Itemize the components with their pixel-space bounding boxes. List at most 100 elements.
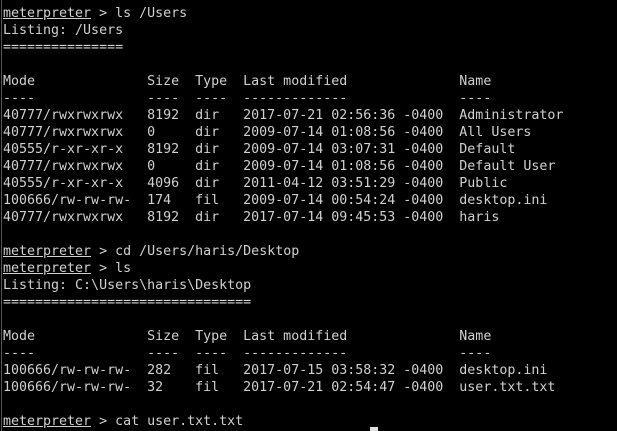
table-row: 40777/rwxrwxrwx 8192 dir 2017-07-21 02:56:3… [3,107,563,124]
prompt-separator: > [91,414,116,429]
table-header-cell: Mode [3,74,36,89]
table-dashes-cell: ------------- [243,91,348,106]
table-row-cell: 0 [147,159,156,174]
table-row-cell: 2009-07-14 01:08:56 -0400 [243,159,444,174]
table-header: Mode Size Type Last modified Name [3,73,563,90]
table-row-cell: 32 [147,380,164,395]
table-row-cell: 2009-07-14 03:07:31 -0400 [243,142,444,157]
listing-underline: =============== [3,39,563,56]
text-cursor [370,427,378,431]
table-header-cell: Mode [3,329,36,344]
table-row-cell: 100666/rw-rw-rw- [3,380,132,395]
table-row-cell: 40777/rwxrwxrwx [3,159,124,174]
table-dashes-cell: ---- [195,91,228,106]
table-row-cell: haris [459,210,500,225]
table-row-cell: 40555/r-xr-xr-x [3,142,124,157]
table-row-cell: dir [195,210,220,225]
prompt-line: meterpreter > cat user.txt.txt [3,413,563,430]
table-row-cell: Public [459,176,508,191]
command-text: ls [115,261,132,276]
table-row-cell: 100666/rw-rw-rw- [3,363,132,378]
window-border [1,0,2,431]
table-row-cell: 40777/rwxrwxrwx [3,125,124,140]
listing-underline: =============================== [3,294,563,311]
prompt-separator: > [91,261,116,276]
table-dashes-cell: ---- [147,91,180,106]
table-row-cell: desktop.ini [459,363,548,378]
table-dashes-cell: ---- [459,91,492,106]
table-row-cell: Administrator [459,108,564,123]
blank-line [3,396,563,413]
table-row: 40777/rwxrwxrwx 0 dir 2009-07-14 01:08:56 -… [3,158,563,175]
table-row-cell: dir [195,108,220,123]
table-row-cell: dir [195,125,220,140]
table-header-cell: Size [147,329,180,344]
table-row: 40555/r-xr-xr-x 4096 dir 2011-04-12 03:51:2… [3,175,563,192]
table-row-cell: 2011-04-12 03:51:29 -0400 [243,176,444,191]
table-row-cell: user.txt.txt [459,380,556,395]
table-row-cell: 40555/r-xr-xr-x [3,176,124,191]
table-row-cell: fil [195,380,220,395]
table-dashes-cell: ---- [147,346,180,361]
table-row-cell: 40777/rwxrwxrwx [3,210,124,225]
table-row-cell: fil [195,363,220,378]
prompt-line: meterpreter > cd /Users/haris/Desktop [3,243,563,260]
prompt-label: meterpreter [3,261,92,276]
table-header-cell: Type [195,329,228,344]
table-header-cell: Type [195,74,228,89]
table-row-cell: dir [195,142,220,157]
prompt-label: meterpreter [3,244,92,259]
table-row-cell: 2017-07-21 02:54:47 -0400 [243,380,444,395]
table-row-cell: 100666/rw-rw-rw- [3,193,132,208]
prompt-separator: > [91,244,116,259]
table-row: 40555/r-xr-xr-x 8192 dir 2009-07-14 03:07:3… [3,141,563,158]
table-header-cell: Last modified [243,74,348,89]
table-row-cell: dir [195,159,220,174]
table-header-cell: Name [459,329,492,344]
table-header-cell: Last modified [243,329,348,344]
table-row-cell: dir [195,176,220,191]
table-row-cell: 174 [147,193,172,208]
table-row-cell: Default User [459,159,556,174]
listing-path: Listing: /Users [3,23,124,38]
table-row-cell: 2017-07-15 03:58:32 -0400 [243,363,444,378]
table-dashes-cell: ------------- [243,346,348,361]
table-header: Mode Size Type Last modified Name [3,328,563,345]
table-row-cell: 8192 [147,210,180,225]
table-row-cell: desktop.ini [459,193,548,208]
table-dashes: ---- ---- ---- ------------- ---- [3,90,563,107]
table-dashes-cell: ---- [195,346,228,361]
table-row: 40777/rwxrwxrwx 0 dir 2009-07-14 01:08:56 -… [3,124,563,141]
table-row-cell: 2017-07-21 02:56:36 -0400 [243,108,444,123]
listing-title: Listing: C:\Users\haris\Desktop [3,277,563,294]
table-row-cell: fil [195,193,220,208]
table-row: 100666/rw-rw-rw- 174 fil 2009-07-14 00:54:2… [3,192,563,209]
prompt-separator: > [91,6,116,21]
table-row-cell: 2009-07-14 00:54:24 -0400 [243,193,444,208]
prompt-label: meterpreter [3,414,92,429]
table-row-cell: 0 [147,125,156,140]
table-row: 100666/rw-rw-rw- 32 fil 2017-07-21 02:54:47… [3,379,563,396]
table-dashes: ---- ---- ---- ------------- ---- [3,345,563,362]
command-text: cat user.txt.txt [115,414,244,429]
table-row: 40777/rwxrwxrwx 8192 dir 2017-07-14 09:45:5… [3,209,563,226]
prompt-line: meterpreter > ls /Users [3,5,563,22]
table-header-cell: Name [459,74,492,89]
table-row-cell: 2017-07-14 09:45:53 -0400 [243,210,444,225]
table-row-cell: 282 [147,363,172,378]
table-header-cell: Size [147,74,180,89]
prompt-line: meterpreter > ls [3,260,563,277]
blank-line [3,226,563,243]
table-row-cell: All Users [459,125,532,140]
blank-line [3,311,563,328]
table-row-cell: Default [459,142,516,157]
listing-title: Listing: /Users [3,22,563,39]
table-row-cell: 40777/rwxrwxrwx [3,108,124,123]
table-row-cell: 8192 [147,108,180,123]
terminal-output: meterpreter > ls /Users Listing: /Users ==… [3,5,563,430]
table-dashes-cell: ---- [3,91,36,106]
prompt-label: meterpreter [3,6,92,21]
table-row-cell: 8192 [147,142,180,157]
table-dashes-cell: ---- [459,346,492,361]
listing-path: Listing: C:\Users\haris\Desktop [3,278,252,293]
